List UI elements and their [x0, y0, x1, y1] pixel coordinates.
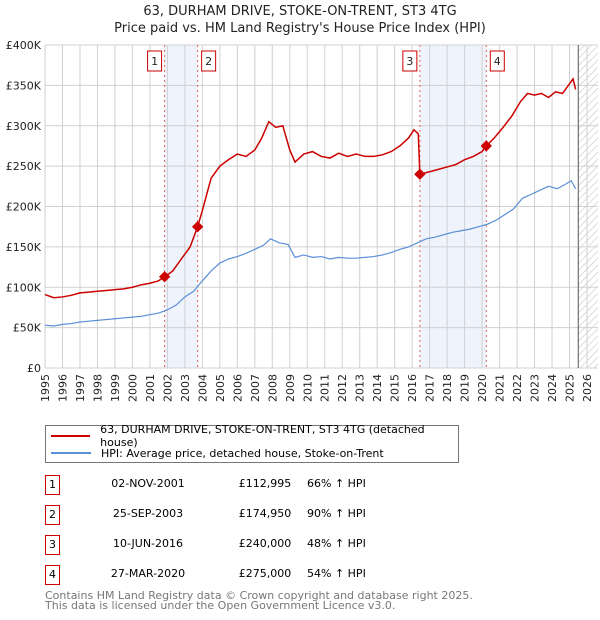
x-tick-label: 2016: [406, 374, 419, 402]
plot-area: 1 2 3 4 1995 1996 1997 1998 1999 2000 2001 2002 2003…: [6, 39, 598, 402]
table-row: 1 02-NOV-2001 £112,995 66% ↑ HPI: [45, 475, 465, 495]
x-tick-label: 2023: [529, 374, 542, 402]
y-tick-label: £200K: [6, 201, 42, 214]
x-tick-label: 1995: [39, 374, 52, 402]
x-tick-label: 2019: [459, 374, 472, 402]
transaction-marker: [480, 140, 492, 152]
y-tick-label: £0: [27, 362, 41, 375]
y-tick-label: £150K: [6, 241, 42, 254]
x-tick-label: 2008: [266, 374, 279, 402]
y-tick-label: £100K: [6, 281, 42, 294]
table-row: 2 25-SEP-2003 £174,950 90% ↑ HPI: [45, 505, 465, 525]
transaction-marker: [414, 168, 426, 180]
transaction-marker: [191, 221, 204, 233]
row-number: 4: [45, 565, 60, 585]
row-date: 25-SEP-2003: [112, 507, 184, 520]
row-date: 10-JUN-2016: [112, 537, 184, 550]
row-price: £174,950: [238, 507, 292, 520]
x-tick-label: 2005: [214, 374, 227, 402]
row-number: 1: [45, 475, 60, 495]
legend-item-property: 63, DURHAM DRIVE, STOKE-ON-TRENT, ST3 4T…: [51, 423, 458, 449]
x-tick-label: 2022: [511, 374, 524, 402]
y-tick-label: £250K: [6, 160, 42, 173]
chart-subtitle: Price paid vs. HM Land Registry's House …: [114, 21, 486, 36]
x-tick-label: 2013: [354, 374, 367, 402]
hpi-line: [44, 179, 577, 327]
legend-label: 63, DURHAM DRIVE, STOKE-ON-TRENT, ST3 4T…: [100, 423, 425, 449]
chart-title: 63, DURHAM DRIVE, STOKE-ON-TRENT, ST3 4T…: [143, 4, 457, 19]
x-tick-label: 2010: [301, 374, 314, 402]
row-price: £275,000: [238, 567, 292, 580]
x-tick-label: 2017: [424, 374, 437, 402]
x-tick-label: 1998: [91, 374, 104, 402]
x-tick-label: 2012: [336, 374, 349, 402]
x-tick-label: 1999: [109, 374, 122, 402]
row-hpi: 90% ↑ HPI: [307, 507, 366, 520]
x-tick-label: 2007: [249, 374, 262, 402]
x-tick-label: 2004: [196, 374, 209, 402]
legend-swatch-blue: [51, 452, 91, 454]
x-tick-label: 1996: [56, 374, 69, 402]
x-tick-label: 2009: [284, 374, 297, 402]
row-date: 27-MAR-2020: [110, 567, 186, 580]
transaction-label: 2: [205, 55, 212, 68]
row-price: £240,000: [238, 537, 292, 550]
transaction-label: 3: [406, 55, 413, 68]
x-tick-label: 2018: [441, 374, 454, 402]
row-number: 2: [45, 505, 60, 525]
x-tick-label: 2001: [144, 374, 157, 402]
x-tick-label: 2011: [319, 374, 332, 402]
x-tick-label: 2003: [179, 374, 192, 402]
legend-item-hpi: HPI: Average price, detached house, Stok…: [51, 445, 384, 461]
y-tick-label: £350K: [6, 79, 42, 92]
row-hpi: 48% ↑ HPI: [307, 537, 366, 550]
legend-swatch-red: [51, 435, 91, 437]
y-tick-label: £300K: [6, 120, 42, 133]
table-row: 3 10-JUN-2016 £240,000 48% ↑ HPI: [45, 535, 465, 555]
footer-line: This data is licensed under the Open Gov…: [45, 599, 396, 612]
x-tick-label: 2025: [564, 374, 577, 402]
price-paid-line: [44, 77, 577, 299]
row-hpi: 54% ↑ HPI: [307, 567, 366, 580]
table-row: 4 27-MAR-2020 £275,000 54% ↑ HPI: [45, 565, 465, 585]
transaction-marker: [158, 271, 171, 283]
row-hpi: 66% ↑ HPI: [307, 477, 366, 490]
footer: Contains HM Land Registry data © Crown c…: [45, 589, 473, 612]
row-price: £112,995: [238, 477, 292, 490]
transaction-label-box: [489, 50, 505, 72]
x-tick-label: 2006: [231, 374, 244, 402]
transaction-label: 4: [494, 55, 501, 68]
x-tick-label: 2015: [389, 374, 402, 402]
x-tick-label: 2026: [581, 374, 594, 402]
x-tick-label: 2002: [161, 374, 174, 402]
transaction-label-box: [402, 50, 418, 72]
transaction-label: 1: [151, 55, 158, 68]
legend: 63, DURHAM DRIVE, STOKE-ON-TRENT, ST3 4T…: [45, 423, 459, 463]
transaction-label-box: [201, 50, 217, 72]
footer-line: Contains HM Land Registry data © Crown c…: [45, 589, 473, 602]
x-tick-label: 2024: [546, 374, 559, 402]
y-tick-label: £400K: [6, 39, 42, 52]
row-date: 02-NOV-2001: [111, 477, 185, 490]
y-tick-label: £50K: [13, 322, 42, 335]
x-tick-label: 2000: [126, 374, 139, 402]
transaction-label-box: [147, 50, 163, 72]
x-tick-label: 2014: [371, 374, 384, 402]
x-tick-label: 2020: [476, 374, 489, 402]
row-number: 3: [45, 535, 60, 555]
x-tick-label: 1997: [74, 374, 87, 402]
x-tick-label: 2021: [494, 374, 507, 402]
legend-label: HPI: Average price, detached house, Stok…: [101, 446, 384, 460]
